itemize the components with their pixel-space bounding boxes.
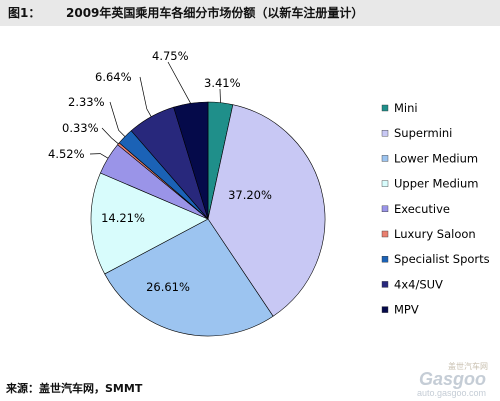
legend-swatch-specialist-sports <box>381 255 389 263</box>
leader-line-mpv <box>167 61 191 104</box>
source-note: 来源：盖世汽车网，SMMT <box>6 382 143 395</box>
data-label-mpv: 4.75% <box>152 49 189 63</box>
data-label-lower-medium: 26.61% <box>146 280 190 294</box>
pie-slice-mpv <box>173 101 209 220</box>
watermark-logo: Gasgoo <box>418 369 486 389</box>
title-band <box>0 0 500 26</box>
title-text: 2009年英国乘用车各细分市场份额（以新车注册量计） <box>66 6 364 20</box>
pie-chart: 3.41% 37.20% 26.61% 14.21% 4.52% 0.33% 2.33% 6.… <box>48 49 490 337</box>
legend-swatch-lower-medium <box>381 155 389 162</box>
pie-slice-upper-medium <box>90 172 209 275</box>
chart-area: 3.41% 37.20% 26.61% 14.21% 4.52% 0.33% 2.33% 6.… <box>0 26 500 371</box>
legend-swatch-mpv <box>381 306 389 313</box>
legend-swatch-executive <box>381 205 389 213</box>
pie-slice-lower-medium <box>104 218 274 337</box>
watermark-url: auto.gasgoo.com <box>416 388 486 398</box>
data-label-upper-medium: 14.21% <box>101 211 145 225</box>
pie-slice-supermini <box>207 104 326 317</box>
legend-label-mini: Mini <box>394 101 418 115</box>
leader-line-mini <box>219 88 221 103</box>
leader-line-specialist-sports <box>109 101 126 137</box>
legend-label-lower-medium: Lower Medium <box>394 151 478 165</box>
figure-label: 图1： <box>8 6 41 20</box>
legend-swatch-luxury-saloon <box>381 230 389 238</box>
chart-title: 图1： 2009年英国乘用车各细分市场份额（以新车注册量计） <box>0 0 500 26</box>
data-label-supermini: 37.20% <box>228 188 272 202</box>
legend-label-supermini: Supermini <box>394 126 452 140</box>
legend-swatch-supermini <box>381 129 389 137</box>
watermark: 盖世汽车网 Gasgoo auto.gasgoo.com <box>382 359 492 399</box>
data-label-specialist-sports: 2.33% <box>68 95 105 109</box>
data-label-mini: 3.41% <box>204 76 241 90</box>
data-label-luxury-saloon: 0.33% <box>62 121 99 135</box>
leader-line-4x4-suv <box>139 76 152 117</box>
data-label-executive: 4.52% <box>48 147 85 161</box>
legend-label-mpv: MPV <box>394 303 419 317</box>
data-label-4x4-suv: 6.64% <box>95 70 132 84</box>
legend-label-4x4-suv: 4x4/SUV <box>394 277 443 291</box>
watermark-top: 盖世汽车网 <box>448 362 488 371</box>
leader-line-executive <box>89 153 109 159</box>
legend-label-luxury-saloon: Luxury Saloon <box>394 227 476 241</box>
legend-label-executive: Executive <box>394 202 450 216</box>
legend-swatch-mini <box>381 104 389 112</box>
legend-label-upper-medium: Upper Medium <box>394 177 478 191</box>
leader-line-luxury-saloon <box>101 127 119 145</box>
legend-label-specialist-sports: Specialist Sports <box>394 252 490 266</box>
legend-swatch-upper-medium <box>381 180 389 187</box>
legend-swatch-4x4-suv <box>381 281 389 288</box>
